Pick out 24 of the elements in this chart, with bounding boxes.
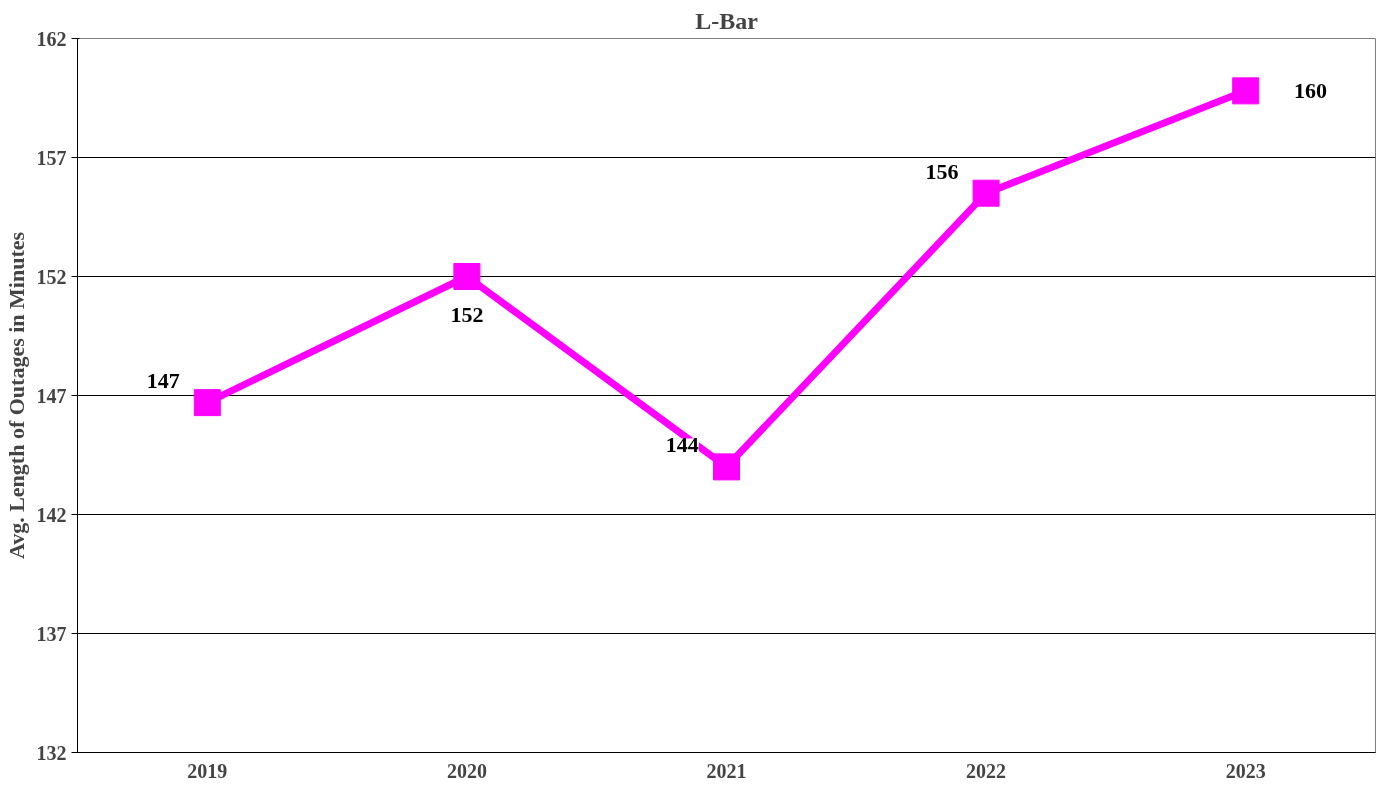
data-label: 152 xyxy=(450,301,484,327)
y-axis-title: Avg. Length of Outages in Minutes xyxy=(3,231,29,560)
y-tick-label: 142 xyxy=(36,503,67,526)
chart-title: L-Bar xyxy=(695,7,759,34)
x-tick-label: 2022 xyxy=(966,759,1007,782)
y-tick-label: 137 xyxy=(36,622,67,645)
point xyxy=(713,453,740,481)
data-label: 147 xyxy=(146,368,180,394)
point xyxy=(972,179,1000,207)
point xyxy=(453,263,481,290)
data-label: 160 xyxy=(1294,77,1328,103)
y-tick-label: 152 xyxy=(36,265,67,288)
y-tick-label: 147 xyxy=(36,384,67,407)
y-tick-label: 162 xyxy=(36,27,67,50)
point xyxy=(1232,77,1260,105)
x-tick-label: 2023 xyxy=(1225,759,1266,782)
x-tick-label: 2020 xyxy=(446,759,487,782)
data-label: 144 xyxy=(665,432,699,458)
y-tick-label: 157 xyxy=(36,146,67,169)
x-tick-label: 2019 xyxy=(187,759,228,782)
data-label: 156 xyxy=(925,158,959,184)
y-tick-label: 132 xyxy=(36,741,67,764)
point xyxy=(193,389,221,417)
x-tick-label: 2021 xyxy=(706,759,747,782)
